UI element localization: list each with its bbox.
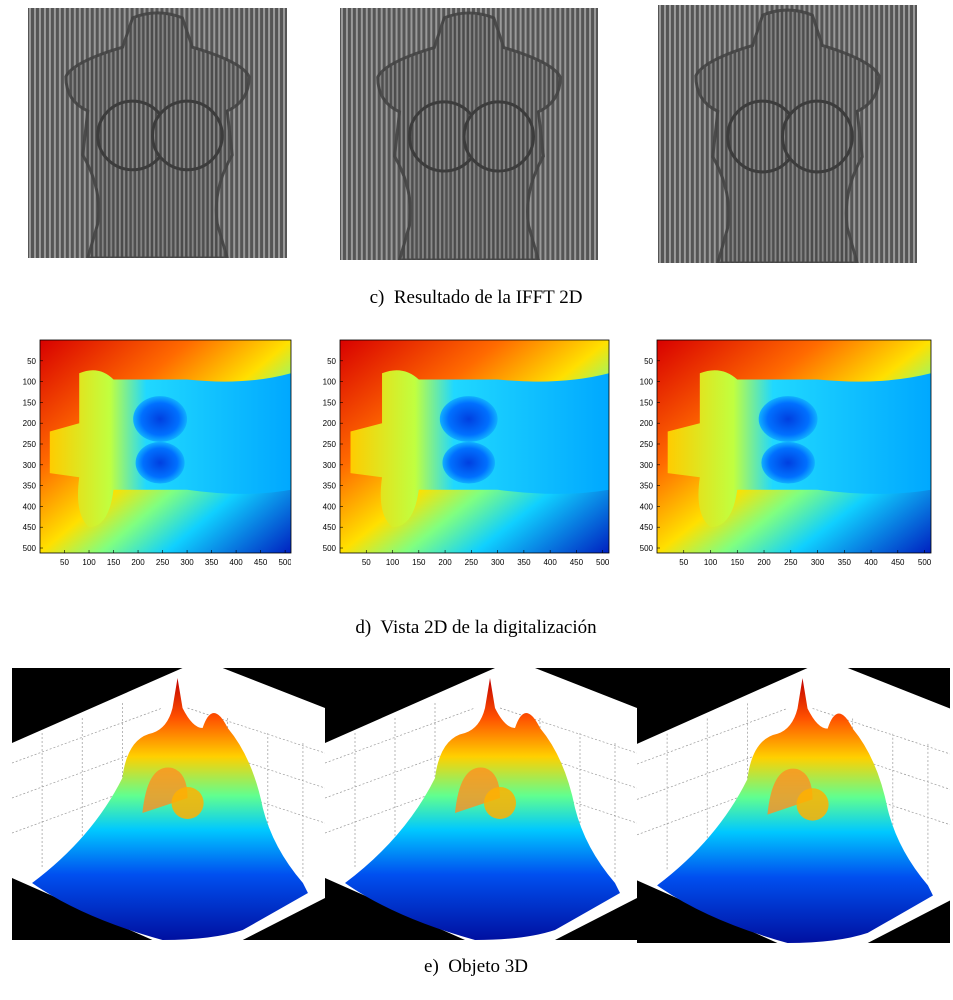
y-tick-label: 350 <box>640 482 654 491</box>
depth-map <box>657 340 931 553</box>
depth-map <box>40 340 291 553</box>
x-tick-label: 350 <box>517 558 531 567</box>
x-tick-label: 300 <box>180 558 194 567</box>
x-tick-label: 50 <box>60 558 69 567</box>
fringe-image <box>340 8 598 260</box>
x-tick-label: 150 <box>731 558 745 567</box>
y-tick-label: 150 <box>323 398 337 407</box>
axes-frame <box>339 339 610 554</box>
y-tick-label: 400 <box>640 502 654 511</box>
x-tick-label: 300 <box>491 558 505 567</box>
x-tick-label: 200 <box>131 558 145 567</box>
x-tick-label: 200 <box>757 558 771 567</box>
y-tick-label: 250 <box>23 440 37 449</box>
y-tick-label: 100 <box>640 378 654 387</box>
y-tick-label: 350 <box>323 482 337 491</box>
x-tick-label: 400 <box>229 558 243 567</box>
y-tick-label: 200 <box>323 419 337 428</box>
x-tick-label: 50 <box>362 558 371 567</box>
y-tick-label: 50 <box>27 357 36 366</box>
y-tick-label: 250 <box>640 440 654 449</box>
axes-frame <box>656 339 932 554</box>
caption: e) Objeto 3D <box>424 956 528 977</box>
fringe-image <box>658 5 917 263</box>
x-tick-label: 350 <box>205 558 219 567</box>
x-tick-label: 150 <box>412 558 426 567</box>
caption: c) Resultado de la IFFT 2D <box>370 287 583 308</box>
y-tick-label: 500 <box>23 544 37 553</box>
depth-map <box>340 340 609 553</box>
3d-image <box>325 668 637 940</box>
x-tick-label: 400 <box>543 558 557 567</box>
x-tick-label: 250 <box>465 558 479 567</box>
y-tick-label: 450 <box>640 523 654 532</box>
map-panel: 50 100 150 200 250 300 350 400 450 500 50 100 150 200… <box>23 339 292 567</box>
y-tick-label: 350 <box>23 482 37 491</box>
x-tick-label: 50 <box>679 558 688 567</box>
x-tick-label: 450 <box>570 558 584 567</box>
x-tick-label: 350 <box>838 558 852 567</box>
fringe-image <box>28 8 287 258</box>
y-tick-label: 200 <box>640 419 654 428</box>
y-tick-label: 400 <box>323 502 337 511</box>
y-tick-label: 500 <box>640 544 654 553</box>
y-tick-label: 300 <box>23 461 37 470</box>
x-tick-label: 250 <box>784 558 798 567</box>
x-tick-label: 250 <box>156 558 170 567</box>
y-tick-label: 50 <box>644 357 653 366</box>
y-tick-label: 150 <box>23 398 37 407</box>
x-tick-label: 500 <box>596 558 610 567</box>
axes-frame <box>39 339 292 554</box>
x-tick-label: 400 <box>864 558 878 567</box>
y-tick-label: 100 <box>23 378 37 387</box>
y-tick-label: 250 <box>323 440 337 449</box>
x-tick-label: 100 <box>704 558 718 567</box>
3d-image <box>637 668 950 943</box>
y-tick-label: 300 <box>323 461 337 470</box>
y-tick-label: 450 <box>23 523 37 532</box>
x-tick-label: 150 <box>107 558 121 567</box>
x-tick-label: 200 <box>438 558 452 567</box>
x-tick-label: 300 <box>811 558 825 567</box>
y-tick-label: 150 <box>640 398 654 407</box>
3d-image <box>12 668 325 940</box>
y-tick-label: 400 <box>23 502 37 511</box>
x-tick-label: 100 <box>386 558 400 567</box>
y-tick-label: 100 <box>323 378 337 387</box>
y-tick-label: 200 <box>23 419 37 428</box>
x-tick-label: 100 <box>82 558 96 567</box>
x-tick-label: 450 <box>254 558 268 567</box>
y-tick-label: 300 <box>640 461 654 470</box>
caption: d) Vista 2D de la digitalización <box>355 617 597 638</box>
x-tick-label: 500 <box>278 558 292 567</box>
row-d: d) Vista 2D de la digitalización 50 100 15… <box>23 339 932 638</box>
y-tick-label: 450 <box>323 523 337 532</box>
x-tick-label: 500 <box>918 558 932 567</box>
x-tick-label: 450 <box>891 558 905 567</box>
y-tick-label: 50 <box>327 357 336 366</box>
y-tick-label: 500 <box>323 544 337 553</box>
row-e: e) Objeto 3D <box>12 668 950 977</box>
map-panel: 50 100 150 200 250 300 350 400 450 500 50 100 150 200… <box>323 339 610 567</box>
map-panel: 50 100 150 200 250 300 350 400 450 500 50 100 150 200… <box>640 339 932 567</box>
row-c: c) Resultado de la IFFT 2D <box>28 5 917 308</box>
